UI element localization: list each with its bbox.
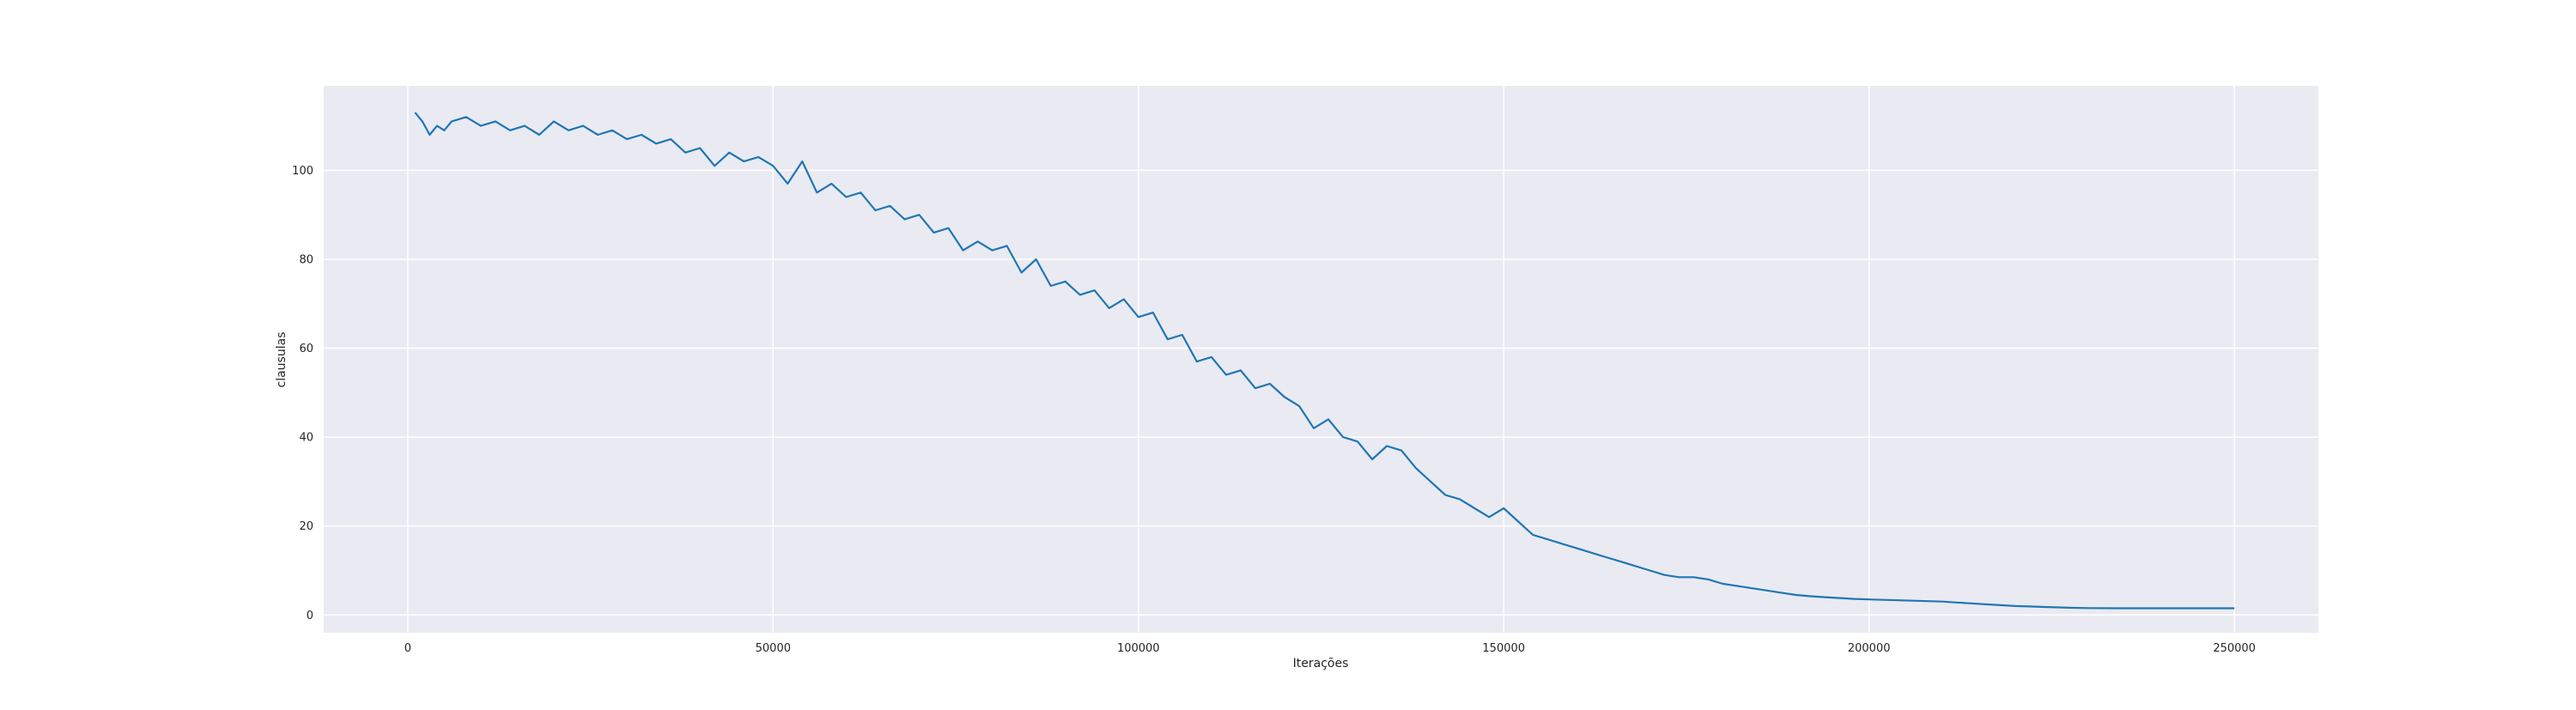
y-tick-label: 80 [299, 253, 313, 266]
y-tick-label: 40 [299, 432, 313, 445]
y-axis-title: clausulas [275, 332, 289, 388]
x-tick-label: 250000 [2213, 642, 2256, 655]
y-tick-labels: 0 20 40 60 80 100 [292, 165, 313, 622]
y-tick-label: 100 [292, 165, 313, 178]
x-tick-label: 200000 [1848, 642, 1891, 655]
x-tick-label: 50000 [756, 642, 791, 655]
y-tick-label: 20 [299, 520, 313, 533]
x-tick-labels: 0 50000 100000 150000 200000 250000 [404, 642, 2256, 655]
x-axis-title: Iterações [1293, 657, 1349, 671]
plot-area [324, 86, 2318, 633]
x-tick-label: 150000 [1482, 642, 1525, 655]
x-tick-label: 100000 [1117, 642, 1160, 655]
grid-lines [324, 86, 2318, 633]
y-tick-label: 0 [307, 610, 313, 622]
series-group [414, 112, 2235, 610]
x-tick-label: 0 [404, 642, 411, 655]
series-line [414, 112, 2235, 610]
y-tick-label: 60 [299, 343, 313, 355]
